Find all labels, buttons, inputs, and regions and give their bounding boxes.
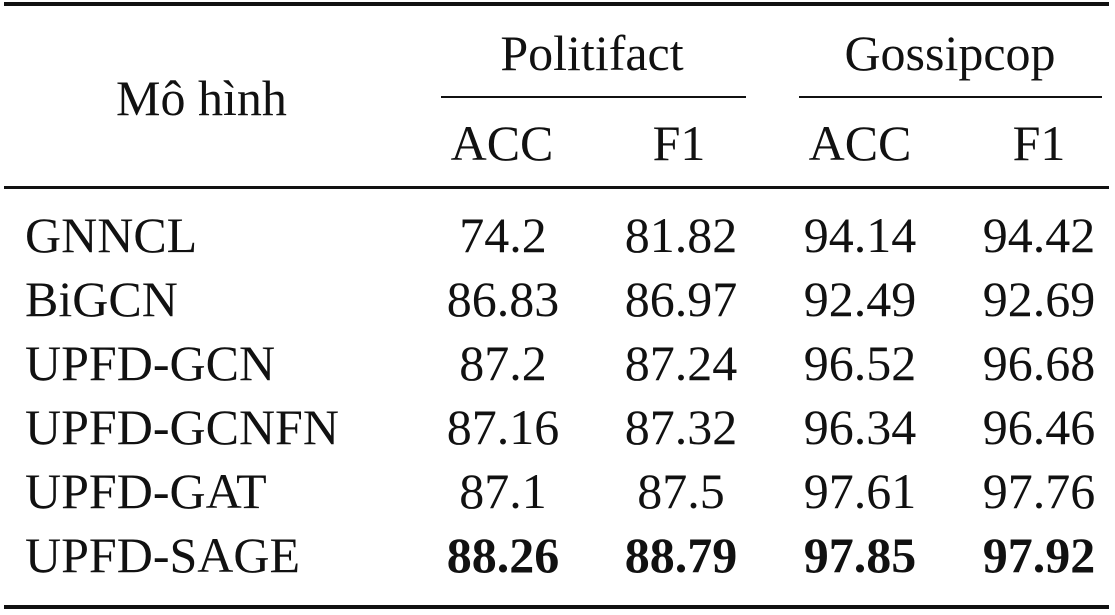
row-model-name: UPFD-GCNFN [25, 399, 339, 455]
politifact-group-rule [441, 96, 746, 98]
cell-gossipcop-f1: 96.46 [982, 399, 1096, 455]
cell-politifact-f1: 81.82 [624, 207, 738, 263]
header-group-politifact: Politifact [500, 25, 684, 81]
cell-gossipcop-acc: 97.61 [803, 463, 917, 519]
cell-gossipcop-f1: 94.42 [982, 207, 1096, 263]
cell-politifact-acc: 87.1 [459, 463, 547, 519]
cell-politifact-acc: 86.83 [446, 271, 560, 327]
header-group-gossipcop: Gossipcop [844, 25, 1056, 81]
cell-politifact-acc: 87.16 [446, 399, 560, 455]
top-rule [4, 2, 1109, 6]
header-model: Mô hình [116, 70, 287, 126]
row-model-name: GNNCL [25, 207, 198, 263]
cell-politifact-f1: 88.79 [624, 527, 738, 583]
cell-gossipcop-f1: 97.76 [982, 463, 1096, 519]
cell-politifact-f1: 86.97 [624, 271, 738, 327]
cell-politifact-f1: 87.32 [624, 399, 738, 455]
cell-gossipcop-acc: 97.85 [803, 527, 917, 583]
cell-gossipcop-f1: 97.92 [982, 527, 1096, 583]
cell-gossipcop-acc: 94.14 [803, 207, 917, 263]
row-model-name: UPFD-SAGE [25, 527, 301, 583]
header-politifact-acc: ACC [450, 115, 554, 171]
cell-politifact-f1: 87.24 [624, 335, 738, 391]
header-gossipcop-acc: ACC [808, 115, 912, 171]
cell-politifact-acc: 74.2 [459, 207, 547, 263]
cell-gossipcop-f1: 96.68 [982, 335, 1096, 391]
header-rule [4, 186, 1109, 189]
cell-gossipcop-acc: 96.52 [803, 335, 917, 391]
cell-gossipcop-acc: 96.34 [803, 399, 917, 455]
cell-politifact-acc: 88.26 [446, 527, 560, 583]
cell-politifact-f1: 87.5 [637, 463, 725, 519]
header-politifact-f1: F1 [652, 115, 706, 171]
row-model-name: UPFD-GAT [25, 463, 267, 519]
row-model-name: UPFD-GCN [25, 335, 276, 391]
cell-gossipcop-acc: 92.49 [803, 271, 917, 327]
bottom-rule [4, 605, 1109, 609]
cell-politifact-acc: 87.2 [459, 335, 547, 391]
gossipcop-group-rule [799, 96, 1102, 98]
header-gossipcop-f1: F1 [1012, 115, 1066, 171]
row-model-name: BiGCN [25, 271, 178, 327]
cell-gossipcop-f1: 92.69 [982, 271, 1096, 327]
